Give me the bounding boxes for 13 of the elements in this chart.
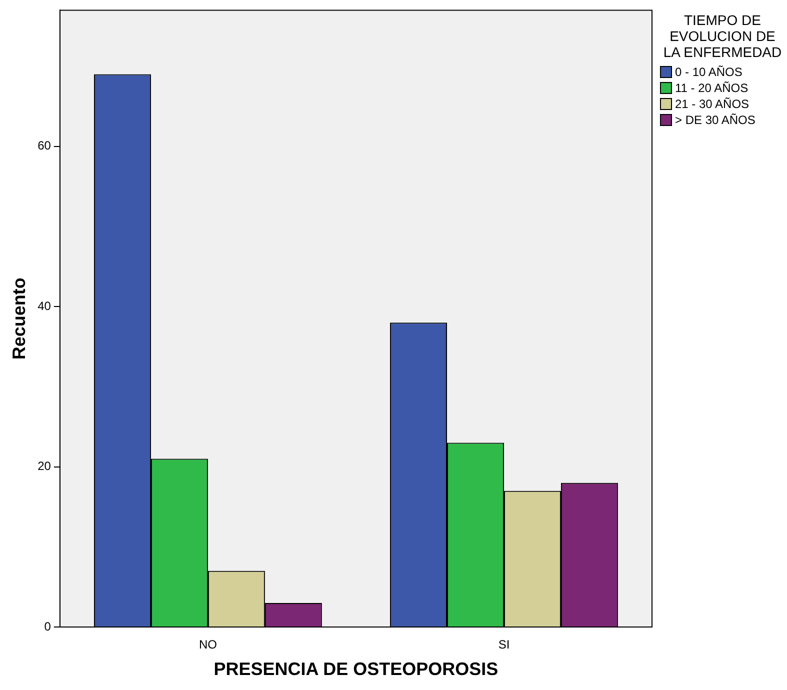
legend-label: 0 - 10 AÑOS	[675, 65, 742, 79]
legend-label: 11 - 20 AÑOS	[675, 81, 748, 95]
x-tick-label: NO	[198, 638, 217, 652]
legend-title: TIEMPO DE EVOLUCION DE LA ENFERMEDAD	[662, 12, 783, 60]
y-axis-title: Recuento	[8, 278, 29, 360]
y-tick-label: 60	[38, 138, 52, 153]
x-tick-label: SI	[498, 638, 510, 652]
legend-label: 21 - 30 AÑOS	[675, 97, 750, 111]
legend-label: > DE 30 AÑOS	[675, 113, 756, 127]
x-axis-title: PRESENCIA DE OSTEOPOROSIS	[214, 659, 498, 680]
y-tick-label: 20	[38, 459, 52, 474]
y-tick-label: 40	[38, 298, 52, 313]
y-tick-label: 0	[44, 619, 52, 634]
